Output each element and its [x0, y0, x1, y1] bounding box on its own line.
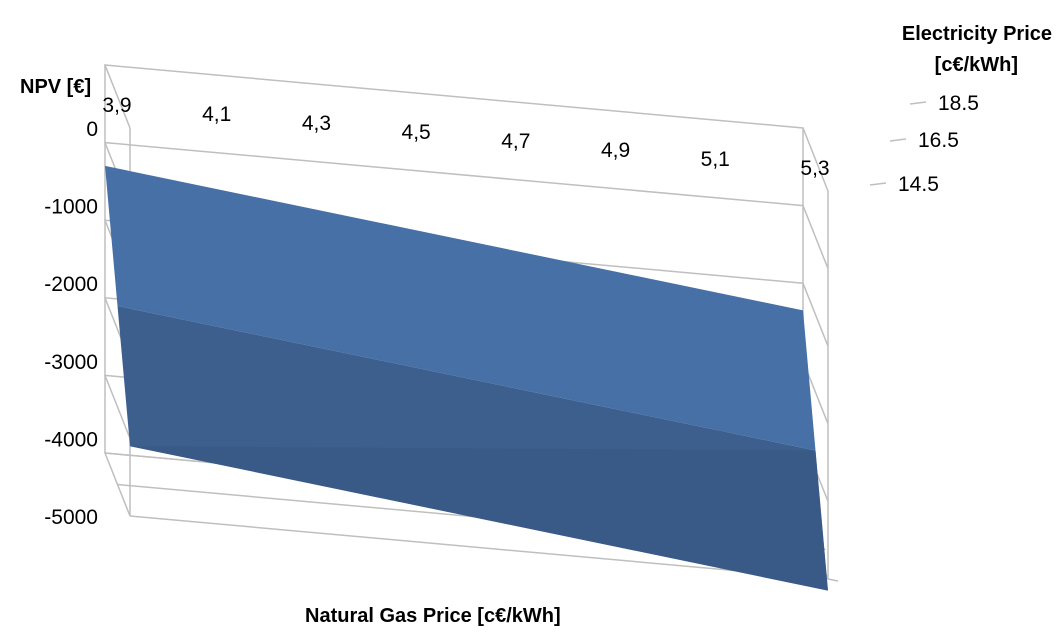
x-tick-label: 5,3 [800, 157, 829, 180]
surface-band-1 [105, 165, 816, 451]
tick-labels: 0 -1000 -2000 -3000 -4000 -5000 3,9 4,1 4,3 4,5 4,… [44, 92, 979, 529]
x-tick-label: 4,7 [501, 130, 530, 153]
x-tick-label: 4,1 [202, 103, 231, 126]
z-tick-mark-0 [869, 182, 887, 186]
z-tick-label: 14.5 [898, 173, 939, 196]
y-tick-label: -1000 [44, 196, 98, 219]
y-tick-label: -2000 [44, 273, 98, 296]
z-axis-title-line-2: [c€/kWh] [935, 54, 1018, 76]
x-tick-label: 4,5 [402, 121, 431, 144]
z-tick-mark-1 [889, 138, 907, 142]
x-tick-label: 4,3 [302, 112, 331, 135]
gridline-0 [103, 64, 829, 192]
surface-plot [105, 165, 828, 591]
y-tick-label: -5000 [44, 506, 98, 529]
floor-gridline-0 [129, 515, 829, 580]
surface-shade-front [130, 446, 828, 591]
y-tick-label: 0 [86, 118, 98, 141]
x-tick-label: 5,1 [701, 148, 730, 171]
y-axis-title: NPV [€] [20, 76, 91, 98]
z-tick-label: 18.5 [938, 92, 979, 115]
y-tick-label: -4000 [44, 428, 98, 451]
x-axis-title: Natural Gas Price [c€/kWh] [305, 605, 561, 627]
x-tick-label: 3,9 [102, 94, 131, 117]
z-tick-mark-2 [909, 101, 927, 105]
z-axis-title-line-1: Electricity Price [902, 23, 1052, 45]
depth-tick-0 [827, 578, 839, 582]
z-tick-label: 16.5 [918, 129, 959, 152]
x-tick-label: 4,9 [601, 139, 630, 162]
y-tick-label: -3000 [44, 351, 98, 374]
